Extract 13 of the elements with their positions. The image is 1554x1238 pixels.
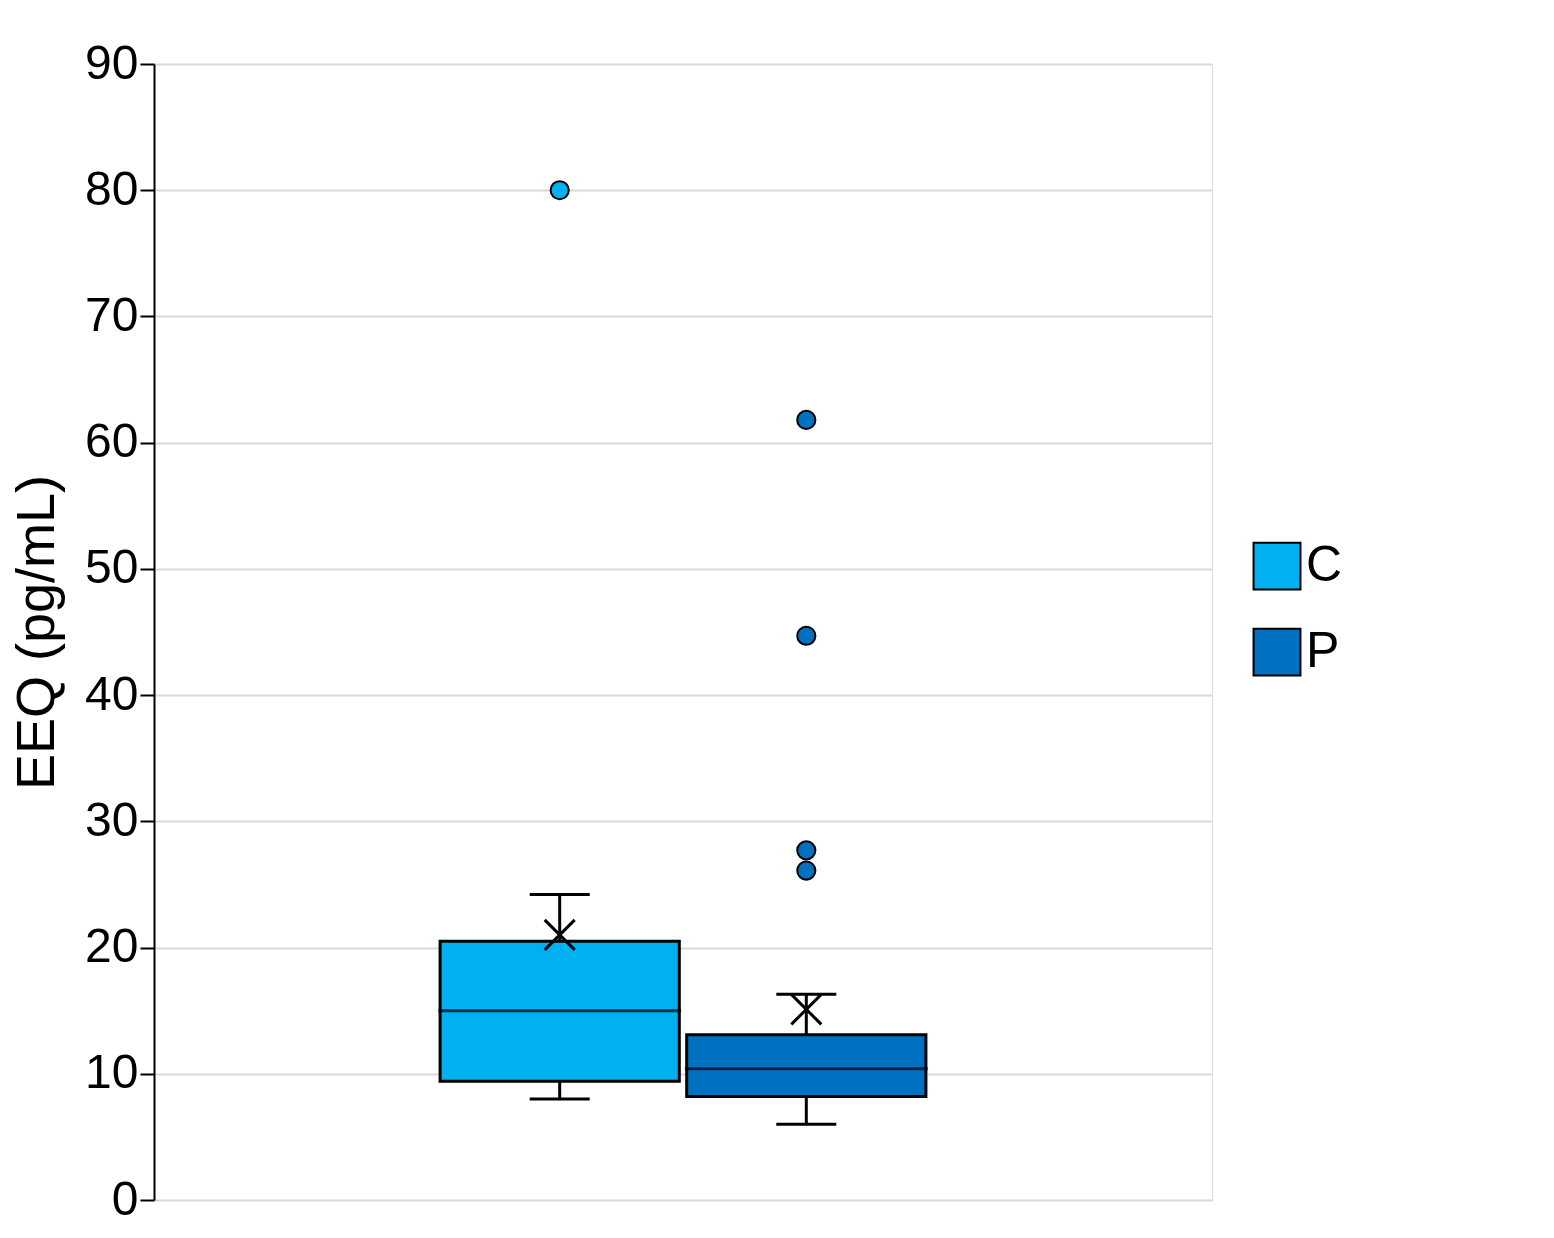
legend-label: C bbox=[1306, 536, 1343, 593]
y-tick-label: 20 bbox=[85, 919, 139, 973]
y-axis-title: EEQ (pg/mL) bbox=[5, 474, 66, 791]
y-tick-label: 30 bbox=[85, 792, 139, 846]
y-tick-label: 60 bbox=[85, 414, 139, 468]
y-tick-label: 0 bbox=[111, 1171, 139, 1225]
y-tick-label: 70 bbox=[85, 287, 139, 341]
y-tick-label: 10 bbox=[85, 1045, 139, 1099]
y-tick-label: 90 bbox=[85, 35, 139, 89]
legend-label: P bbox=[1306, 622, 1340, 679]
y-tick-label: 40 bbox=[85, 666, 139, 720]
y-tick-label: 80 bbox=[85, 161, 139, 215]
y-tick-label: 50 bbox=[85, 540, 139, 594]
